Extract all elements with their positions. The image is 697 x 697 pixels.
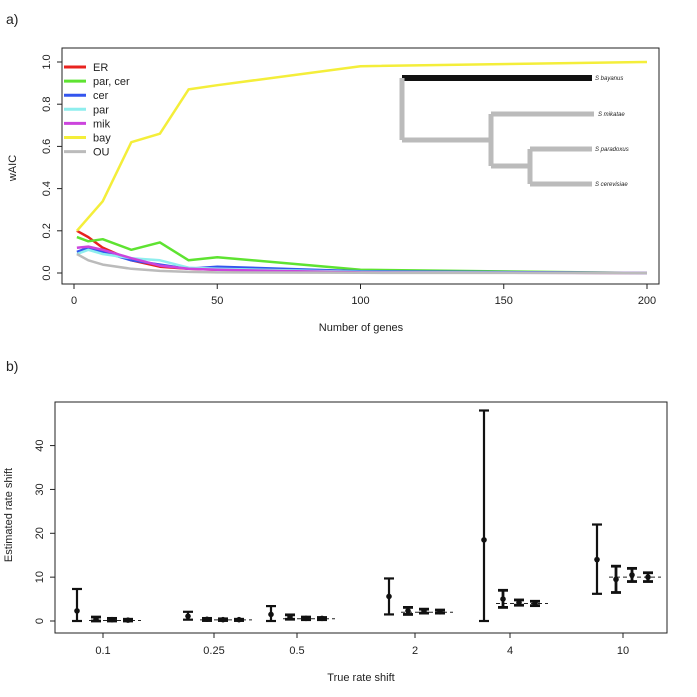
estimate-point — [645, 574, 651, 580]
tree-leaf-mikatae: S mikatae — [598, 112, 625, 118]
estimate-point — [125, 617, 131, 623]
estimate-point — [500, 596, 506, 602]
series-line-par-cer — [76, 235, 648, 275]
estimate-point — [437, 608, 443, 615]
estimate-point — [93, 616, 99, 623]
panel-a-ytick-label: 0.4 — [41, 181, 53, 196]
panel-b-xtick-label: 0.5 — [289, 645, 304, 657]
panel-b-xtick-label: 10 — [617, 645, 629, 657]
legend-label: mik — [93, 118, 111, 130]
tree-leaf-paradoxus: S paradoxus — [595, 147, 629, 153]
legend-label: par, cer — [93, 76, 130, 88]
panel-a-ytick-label: 0.8 — [41, 97, 53, 112]
legend-label: cer — [93, 90, 109, 102]
panel-b-ytick-label: 10 — [34, 571, 46, 583]
panel-a-xtick-label: 0 — [71, 295, 77, 307]
panel-a-label: a) — [6, 11, 18, 27]
panel-b-ytick-label: 40 — [34, 439, 46, 451]
panel-b-ylabel: Estimated rate shift — [3, 468, 15, 562]
panel-a-legend: ER par, cer cer par mik bay OU — [64, 62, 130, 159]
estimate-point — [386, 593, 392, 600]
panel-b-xlabel: True rate shift — [327, 672, 394, 684]
estimate-point — [220, 616, 226, 623]
tree-leaf-cerevisiae: S cerevisiae — [595, 182, 628, 188]
panel-b-frame — [54, 401, 668, 634]
panel-a-frame — [61, 47, 660, 285]
panel-a-xtick-label: 100 — [351, 295, 369, 307]
panel-b-ytick-label: 0 — [34, 618, 46, 624]
panel-b-xtick-label: 4 — [507, 645, 513, 657]
estimate-point — [268, 611, 274, 618]
series-line-bay — [75, 60, 648, 232]
panel-a-xtick-label: 150 — [495, 295, 513, 307]
panel-b-ytick-label: 30 — [34, 483, 46, 495]
estimate-point — [594, 556, 600, 563]
series-line-ou — [76, 252, 648, 275]
legend-label: bay — [93, 133, 111, 145]
panel-b-ytick-label: 20 — [34, 527, 46, 539]
estimate-point — [421, 608, 427, 614]
panel-b-xtick-label: 0.25 — [203, 645, 224, 657]
estimate-point — [481, 537, 487, 543]
legend-label: ER — [93, 62, 108, 74]
legend-label: par — [93, 104, 109, 116]
estimate-point — [74, 608, 80, 614]
panel-b-label: b) — [6, 358, 18, 374]
estimate-point — [185, 613, 191, 619]
estimate-point — [287, 614, 293, 620]
legend-label: OU — [93, 147, 110, 159]
panel-a-xlabel: Number of genes — [319, 322, 404, 334]
panel-a-xtick-label: 50 — [211, 295, 223, 307]
estimate-point — [405, 608, 411, 614]
estimate-point — [236, 616, 242, 623]
panel-a-axes: 0 50 100 150 200 0.0 0.2 0.4 0.6 0.8 1.0 — [41, 47, 660, 307]
estimate-point — [303, 615, 309, 622]
tree-leaf-bayanus: S bayanus — [595, 76, 623, 82]
panel-a-series — [75, 60, 648, 275]
estimate-point — [629, 572, 635, 578]
panel-a-xtick-label: 200 — [638, 295, 656, 307]
panel-a-ytick-label: 1.0 — [41, 54, 53, 69]
estimate-point — [516, 599, 522, 606]
panel-b-xtick-label: 2 — [412, 645, 418, 657]
panel-a-ytick-label: 0.0 — [41, 265, 53, 280]
panel-a-ytick-label: 0.6 — [41, 139, 53, 154]
estimate-point — [532, 600, 538, 607]
estimate-point — [109, 616, 115, 623]
estimate-point — [613, 576, 619, 583]
estimate-point — [204, 616, 210, 623]
panel-a-ylabel: wAIC — [7, 155, 19, 182]
panel-a-ytick-label: 0.2 — [41, 223, 53, 238]
estimate-point — [319, 615, 325, 622]
phylogeny-tree: S bayanus S mikatae S paradoxus S cerevi… — [399, 75, 629, 188]
panel-b-xtick-label: 0.1 — [95, 645, 110, 657]
panel-b-axes: 0.1 0.25 0.5 2 4 10 0 10 20 30 40 — [34, 401, 668, 657]
panel-b-marks — [72, 409, 661, 623]
